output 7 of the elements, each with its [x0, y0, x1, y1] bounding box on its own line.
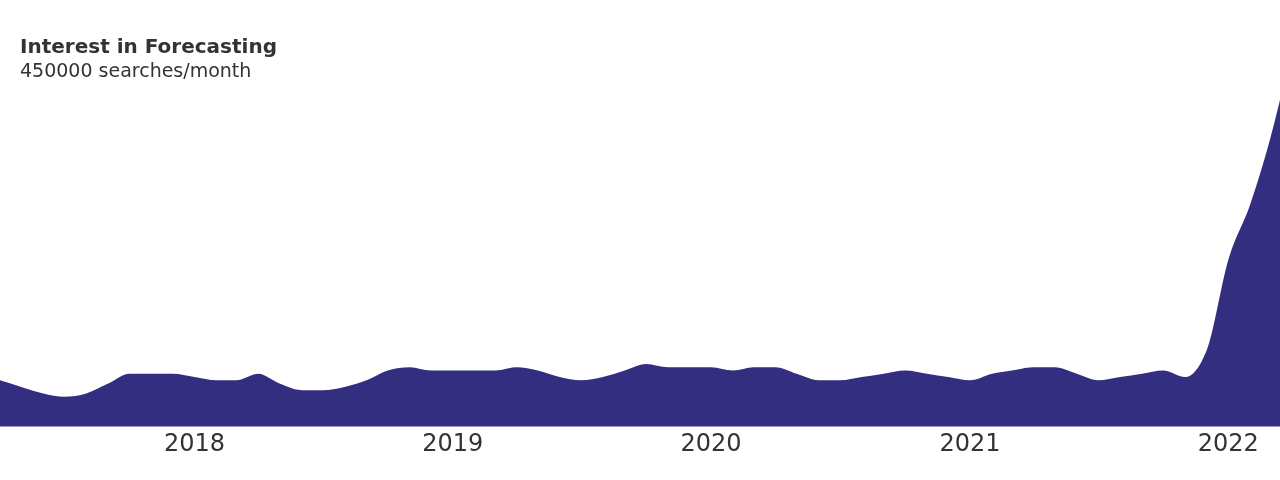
chart-subtitle: 450000 searches/month [20, 58, 253, 82]
x-tick-label: 2019 [422, 429, 484, 458]
chart-title: Interest in Forecasting [20, 34, 277, 58]
x-tick-label: 2022 [1197, 429, 1259, 458]
x-tick-label: 2020 [680, 429, 742, 458]
x-tick-label: 2018 [164, 429, 226, 458]
x-tick-label: 2021 [939, 429, 1001, 458]
